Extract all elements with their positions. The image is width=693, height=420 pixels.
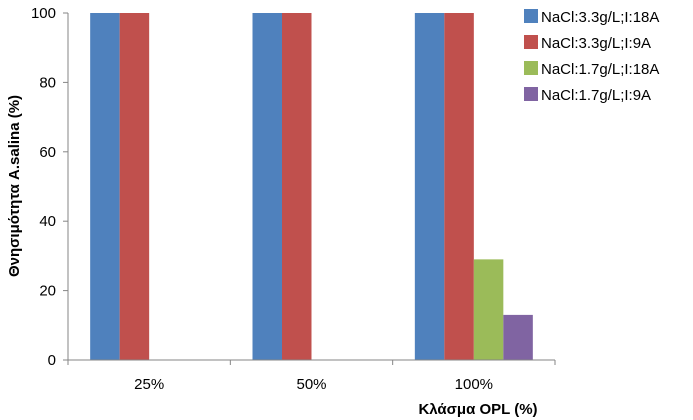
y-tick-label: 80	[39, 74, 56, 91]
y-axis-title: Θνησιμότητα A.salina (%)	[6, 95, 23, 277]
y-tick-label: 40	[39, 213, 56, 230]
bar	[444, 13, 474, 360]
bar	[414, 13, 445, 360]
bar	[90, 13, 120, 360]
legend-label: NaCl:3.3g/L;I:18A	[541, 9, 659, 26]
legend-swatch	[524, 9, 538, 23]
legend-swatch	[524, 35, 538, 49]
x-tick-label: 100%	[455, 376, 493, 393]
legend: NaCl:3.3g/L;I:18A NaCl:3.3g/L;I:9A NaCl:1.…	[524, 9, 659, 104]
legend-label: NaCl:1.7g/L;I:18A	[541, 61, 659, 78]
bar	[503, 314, 533, 360]
x-tick-label: 50%	[296, 376, 326, 393]
legend-swatch	[524, 87, 538, 101]
axes-group	[67, 13, 555, 361]
bar	[282, 13, 312, 360]
y-tick-label: 100	[31, 5, 56, 22]
x-tick-label: 25%	[134, 376, 164, 393]
y-tick-label: 60	[39, 144, 56, 161]
legend-swatch	[524, 61, 538, 75]
bars-group	[90, 13, 533, 360]
y-ticks-group: 0 20 40 60 80 100	[31, 5, 68, 369]
legend-label: NaCl:1.7g/L;I:9A	[541, 87, 651, 104]
x-ticks-group: 25% 50% 100%	[67, 360, 556, 393]
y-tick-label: 0	[48, 352, 56, 369]
legend-label: NaCl:3.3g/L;I:9A	[541, 35, 651, 52]
bar	[252, 13, 282, 360]
bar	[473, 259, 504, 360]
y-tick-label: 20	[39, 283, 56, 300]
x-axis-title: Κλάσμα OPL (%)	[418, 401, 537, 418]
bar	[119, 13, 150, 360]
